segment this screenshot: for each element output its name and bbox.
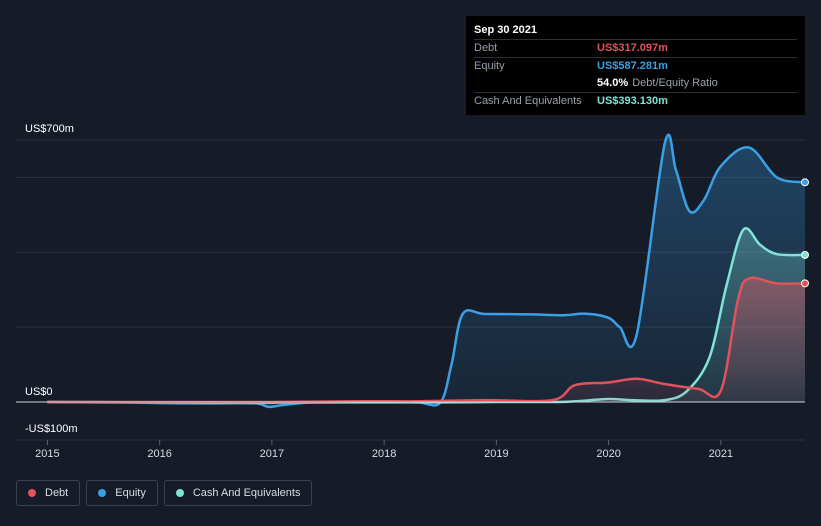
series-area-debt (47, 277, 805, 403)
series-line-equity (47, 133, 806, 409)
tooltip-label: Debt (474, 42, 498, 54)
tooltip-value: US$393.130m (597, 95, 668, 107)
legend: Debt Equity Cash And Equivalents (16, 480, 313, 506)
tooltip-value: US$587.281m (597, 60, 668, 72)
legend-label: Equity (115, 487, 146, 499)
tooltip: Sep 30 2021 Debt US$317.097m Equity US$5… (466, 16, 805, 115)
legend-dot-cash (175, 489, 184, 497)
tooltip-row-cash: Cash And Equivalents US$393.130m (474, 92, 797, 110)
series-endpoint-debt[interactable] (801, 279, 809, 288)
x-tick-label: 2017 (260, 448, 284, 460)
series-layer (16, 133, 809, 409)
legend-item-debt[interactable]: Debt (16, 480, 81, 506)
x-axis: 2015 2016 2017 2018 2019 2020 2021 (35, 440, 733, 460)
x-tick-label: 2018 (372, 448, 396, 460)
y-tick-label-top: US$700m (25, 123, 74, 135)
series-endpoint-cash-and-equivalents[interactable] (801, 250, 809, 259)
legend-dot-equity (98, 489, 107, 497)
tooltip-row-debt: Debt US$317.097m (474, 39, 797, 57)
x-tick-label: 2020 (596, 448, 620, 460)
tooltip-label: Equity (474, 60, 505, 72)
tooltip-label: Cash And Equivalents (474, 95, 582, 107)
tooltip-row-equity: Equity US$587.281m (474, 57, 797, 75)
legend-item-equity[interactable]: Equity (86, 480, 158, 506)
tooltip-value: US$317.097m (597, 42, 668, 54)
series-endpoint-equity[interactable] (801, 178, 809, 187)
y-tick-label-zero: US$0 (25, 386, 53, 398)
legend-item-cash[interactable]: Cash And Equivalents (163, 480, 313, 506)
y-tick-label-bottom: -US$100m (25, 423, 78, 435)
x-tick-label: 2019 (484, 448, 508, 460)
ratio-label: Debt/Equity Ratio (632, 77, 718, 89)
x-tick-label: 2016 (147, 448, 171, 460)
legend-label: Cash And Equivalents (192, 487, 301, 499)
series-area-equity (47, 134, 805, 407)
tooltip-date: Sep 30 2021 (474, 24, 537, 36)
legend-dot-debt (28, 489, 36, 497)
x-tick-label: 2015 (35, 448, 59, 460)
x-tick-label: 2021 (709, 448, 733, 460)
ratio-percent: 54.0% (597, 77, 629, 89)
tooltip-row-ratio: 54.0% Debt/Equity Ratio (474, 75, 797, 92)
legend-label: Debt (45, 487, 69, 499)
